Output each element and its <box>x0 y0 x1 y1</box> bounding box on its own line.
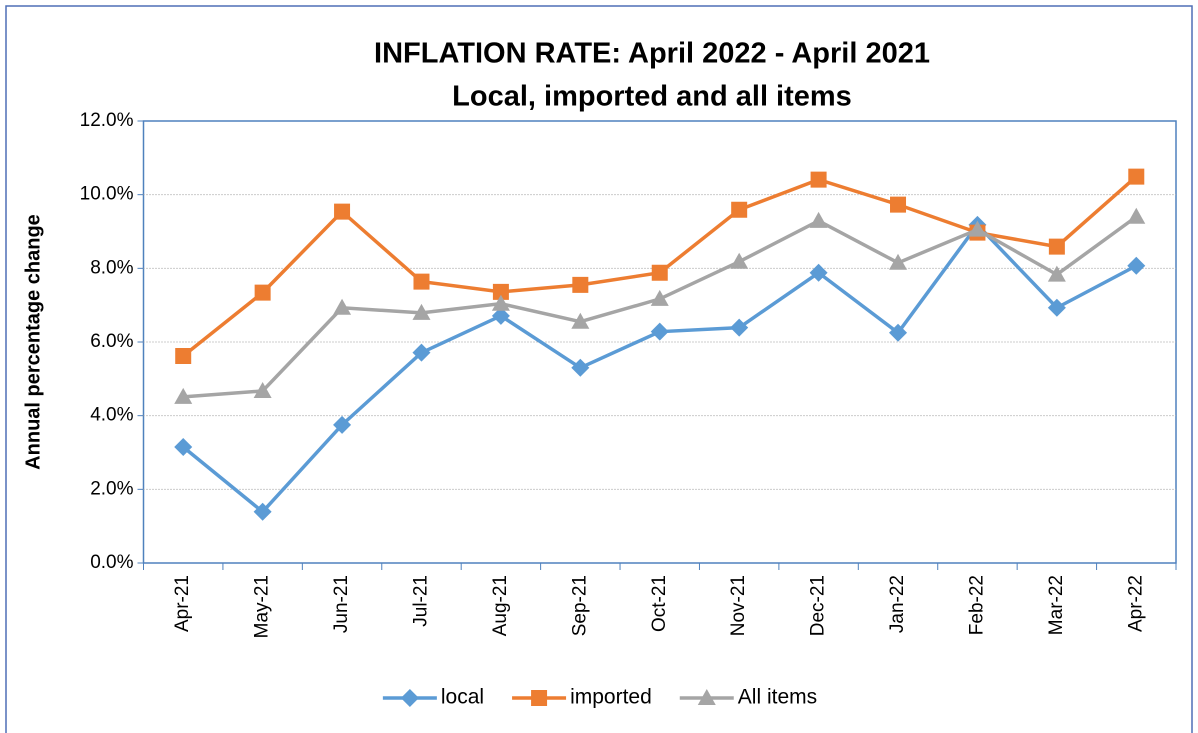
x-tick-label: Jun-21 <box>331 575 352 633</box>
marker <box>810 171 827 188</box>
legend-marker <box>400 689 419 707</box>
marker <box>175 347 192 364</box>
marker <box>968 220 987 237</box>
marker <box>889 253 908 270</box>
marker <box>889 323 908 342</box>
marker <box>174 387 193 404</box>
marker <box>651 264 668 281</box>
y-tick-label: 8.0% <box>90 257 133 278</box>
marker <box>731 201 748 218</box>
x-tick-label: Mar-22 <box>1046 575 1067 635</box>
marker <box>333 415 352 434</box>
marker <box>174 437 193 456</box>
marker <box>1048 238 1065 255</box>
marker <box>1128 168 1145 185</box>
marker <box>412 343 431 362</box>
chart-subtitle: Local, imported and all items <box>452 81 852 113</box>
x-tick-label: Apr-21 <box>172 575 193 632</box>
marker <box>254 284 271 301</box>
x-tick-label: Oct-21 <box>649 575 670 632</box>
marker <box>253 502 272 521</box>
marker <box>809 263 828 282</box>
marker <box>491 294 510 311</box>
y-tick-label: 4.0% <box>90 405 133 426</box>
marker <box>334 203 351 220</box>
y-tick-label: 6.0% <box>90 331 133 352</box>
chart-frame <box>5 5 1193 733</box>
marker <box>412 303 431 320</box>
marker <box>650 289 669 306</box>
x-tick-label: Nov-21 <box>728 575 749 636</box>
marker <box>1127 256 1146 275</box>
marker <box>492 283 509 300</box>
chart-title: INFLATION RATE: April 2022 - April 2021 <box>374 38 930 70</box>
marker <box>571 358 590 377</box>
y-tick-label: 2.0% <box>90 478 133 499</box>
marker <box>1047 298 1066 317</box>
x-tick-label: Sep-21 <box>569 575 590 636</box>
marker <box>253 381 272 398</box>
legend-label: local <box>441 686 484 709</box>
legend-marker <box>531 690 548 706</box>
x-tick-label: Dec-21 <box>808 575 829 636</box>
x-tick-label: May-21 <box>252 575 273 638</box>
x-tick-label: Jan-22 <box>887 575 908 633</box>
x-tick-label: Aug-21 <box>490 575 511 636</box>
marker <box>809 211 828 228</box>
marker <box>413 273 430 290</box>
marker <box>333 298 352 315</box>
marker <box>1047 265 1066 282</box>
marker <box>571 312 590 329</box>
y-tick-label: 12.0% <box>80 110 134 131</box>
marker <box>572 276 589 293</box>
marker <box>730 318 749 337</box>
marker <box>491 306 510 325</box>
y-tick-label: 0.0% <box>90 552 133 573</box>
marker <box>730 252 749 269</box>
x-tick-label: Feb-22 <box>966 575 987 635</box>
marker <box>890 196 907 213</box>
marker <box>650 322 669 341</box>
y-axis-label: Annual percentage change <box>22 214 44 470</box>
marker <box>1127 207 1146 224</box>
legend-marker <box>697 689 716 705</box>
legend-label: All items <box>738 686 817 709</box>
x-tick-label: Jul-21 <box>410 575 431 627</box>
y-tick-label: 10.0% <box>80 184 134 205</box>
legend-label: imported <box>570 686 652 709</box>
x-tick-label: Apr-22 <box>1125 575 1146 632</box>
